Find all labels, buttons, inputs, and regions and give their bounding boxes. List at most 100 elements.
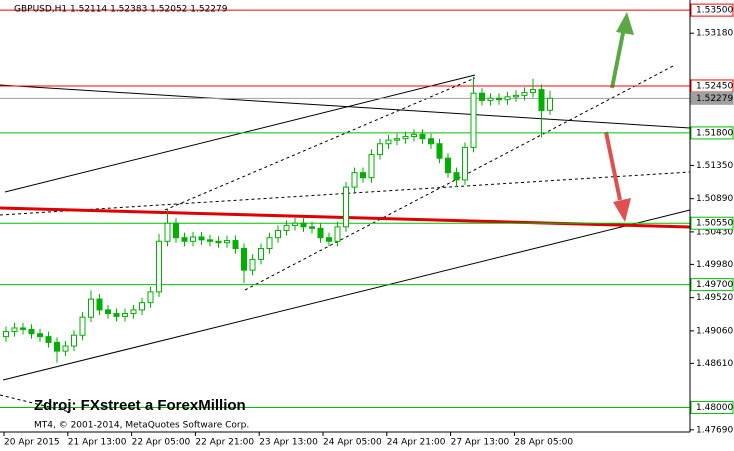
level-box bbox=[690, 400, 734, 414]
candle-body bbox=[368, 154, 375, 179]
candle-body bbox=[207, 239, 213, 242]
candle-body bbox=[411, 133, 417, 138]
candle-body bbox=[54, 341, 60, 352]
candle-body bbox=[224, 240, 230, 244]
candle-body bbox=[198, 236, 205, 241]
candle-body bbox=[317, 227, 324, 239]
candle-body bbox=[292, 222, 298, 226]
candle-body bbox=[3, 331, 9, 338]
arrows bbox=[604, 12, 634, 222]
y-tick-label: 1.50890 bbox=[696, 194, 733, 204]
candle-body bbox=[37, 333, 43, 338]
source: Zdroj: FXstreet a ForexMillion bbox=[34, 397, 246, 414]
candle-body bbox=[377, 143, 383, 156]
candle-body bbox=[309, 226, 315, 229]
arrow-down bbox=[604, 131, 622, 201]
y-tick-label: 1.51350 bbox=[696, 161, 733, 171]
trend-line bbox=[164, 77, 476, 211]
y-tick-label: 1.48610 bbox=[696, 359, 733, 369]
x-tick-label: 22 Apr 05:00 bbox=[132, 438, 191, 448]
candle-body bbox=[445, 157, 451, 174]
candle-body bbox=[487, 97, 494, 101]
candle-body bbox=[521, 91, 528, 96]
level-box bbox=[690, 126, 734, 140]
candle-body bbox=[88, 298, 94, 318]
y-tick-label: 1.50430 bbox=[696, 227, 733, 237]
candle-body bbox=[479, 92, 485, 101]
candle-body bbox=[504, 96, 511, 101]
trend-line bbox=[244, 64, 676, 291]
level-label: 1.48000 bbox=[696, 403, 733, 413]
trend-line bbox=[0, 84, 691, 129]
candle-body bbox=[266, 237, 273, 250]
level-box bbox=[690, 3, 734, 17]
candle-body bbox=[20, 327, 26, 330]
y-tick-label: 1.49520 bbox=[696, 293, 733, 303]
candle-body bbox=[530, 89, 536, 93]
x-tick-label: 28 Apr 05:00 bbox=[514, 438, 573, 448]
candle-body bbox=[436, 143, 443, 159]
candle-body bbox=[496, 97, 502, 101]
candle-body bbox=[275, 229, 281, 239]
x-tick-label: 21 Apr 13:00 bbox=[68, 438, 127, 448]
level-label: 1.49700 bbox=[696, 280, 733, 290]
candles bbox=[3, 76, 553, 363]
candle-body bbox=[173, 222, 179, 239]
candle-body bbox=[283, 224, 290, 231]
candle-body bbox=[215, 240, 222, 244]
level-label: 1.50550 bbox=[696, 219, 733, 229]
candle-body bbox=[334, 226, 341, 242]
level-label: 1.51800 bbox=[696, 128, 733, 138]
candle-body bbox=[249, 258, 256, 271]
candle-body bbox=[343, 186, 349, 228]
candle-body bbox=[113, 313, 120, 317]
candle-body bbox=[96, 298, 103, 311]
candle-body bbox=[385, 139, 392, 145]
candle-body bbox=[300, 222, 307, 228]
candle-body bbox=[181, 237, 188, 242]
x-tick-label: 22 Apr 21:00 bbox=[195, 438, 254, 448]
level-box bbox=[690, 278, 734, 292]
candle-body bbox=[453, 172, 460, 181]
x-tick-label: 20 Apr 2015 bbox=[4, 438, 60, 448]
candle-body bbox=[62, 345, 69, 352]
candle-body bbox=[156, 240, 162, 293]
candle-body bbox=[470, 92, 477, 148]
candle-body bbox=[164, 222, 171, 242]
arrow-up bbox=[610, 27, 626, 89]
candle-body bbox=[130, 309, 137, 315]
candle-body bbox=[79, 316, 86, 336]
level-label: 1.53500 bbox=[696, 6, 733, 16]
x-tick-label: 23 Apr 13:00 bbox=[259, 438, 318, 448]
level-label: 1.52279 bbox=[696, 94, 733, 104]
level-box bbox=[690, 216, 734, 230]
arrow-up-head bbox=[616, 12, 634, 35]
candle-body bbox=[326, 237, 332, 242]
candle-body bbox=[360, 172, 366, 179]
y-tick-label: 1.47690 bbox=[696, 425, 733, 435]
candle-body bbox=[258, 248, 264, 260]
x-tick-label: 24 Apr 21:00 bbox=[387, 438, 446, 448]
y-tick-label: 1.49060 bbox=[696, 326, 733, 336]
candle-body bbox=[122, 313, 128, 317]
candle-body bbox=[190, 236, 196, 242]
arrow-down-head bbox=[613, 198, 631, 222]
candle-body bbox=[547, 97, 553, 111]
candle-body bbox=[11, 327, 18, 333]
candle-body bbox=[513, 94, 519, 98]
candle-body bbox=[232, 240, 239, 250]
trend-line bbox=[0, 171, 691, 216]
y-tick-label: 1.49980 bbox=[696, 260, 733, 270]
copyright: MT4, © 2001-2014, MetaQuotes Software Co… bbox=[34, 421, 249, 431]
candle-body bbox=[394, 138, 400, 141]
candle-body bbox=[538, 89, 545, 112]
level-box bbox=[690, 91, 734, 105]
candle-body bbox=[105, 309, 111, 315]
chart-title: GBPUSD,H1 1.52114 1.52383 1.52052 1.5227… bbox=[14, 5, 228, 15]
trend-line bbox=[0, 394, 71, 413]
candle-body bbox=[28, 328, 35, 335]
candle-body bbox=[241, 248, 247, 271]
candle-body bbox=[71, 334, 77, 347]
x-tick-label: 27 Apr 13:00 bbox=[451, 438, 510, 448]
trend-line bbox=[2, 209, 691, 381]
